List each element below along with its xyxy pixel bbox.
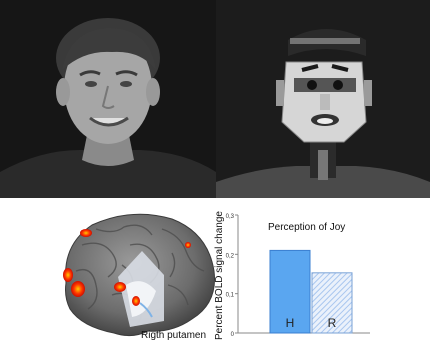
activation-blob-putamen <box>132 296 140 306</box>
bar-label-h: H <box>286 316 295 330</box>
brain-activation-map <box>52 205 222 345</box>
bold-signal-chart: Perception of Joy Percent BOLD signal ch… <box>210 200 430 345</box>
human-face-photo <box>0 0 216 198</box>
brain-region-caption: Rigth putamen <box>141 330 207 341</box>
bar-r <box>311 272 353 334</box>
bar-label-r: R <box>328 316 337 330</box>
y-tick-label: 0 <box>231 332 235 338</box>
activation-blob-left-2 <box>71 281 85 297</box>
activation-blob-temporal <box>114 282 126 292</box>
activation-blob-frontal <box>80 229 92 237</box>
activation-blob-top <box>185 242 191 248</box>
y-tick-label: 0,2 <box>226 253 235 259</box>
y-axis-label: Percent BOLD signal change <box>214 211 225 340</box>
robot-face-photo <box>216 0 430 198</box>
bar-h <box>269 249 311 334</box>
chart-title: Perception of Joy <box>268 222 345 233</box>
y-tick-label: 0,3 <box>226 214 235 220</box>
activation-blob-left-1 <box>63 268 73 282</box>
y-tick-label: 0,1 <box>226 293 235 299</box>
